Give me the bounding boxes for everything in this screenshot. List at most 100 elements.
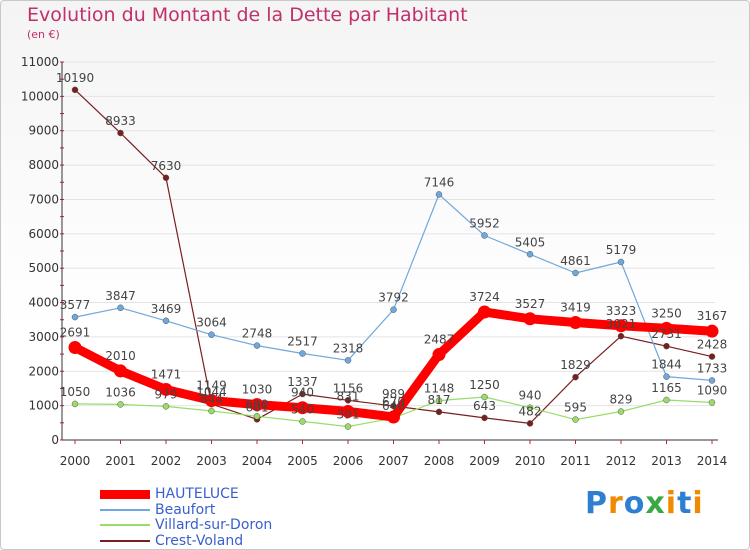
data-label: 829 <box>610 393 633 407</box>
y-tick-label: 0 <box>51 433 59 447</box>
data-point <box>208 407 215 415</box>
data-label: 3724 <box>469 290 500 304</box>
x-tick-label: 2014 <box>697 454 728 468</box>
data-point <box>660 321 673 335</box>
data-point <box>481 393 488 401</box>
data-label: 2010 <box>105 349 136 363</box>
chart-title: Evolution du Montant de la Dette par Hab… <box>27 4 468 26</box>
data-label: 1044 <box>196 385 227 399</box>
data-point <box>435 397 443 404</box>
y-tick-label: 3000 <box>28 330 59 344</box>
data-point <box>253 342 261 349</box>
proxiti-logo: Proxiti <box>585 486 704 521</box>
data-point <box>205 394 218 408</box>
data-point <box>523 312 537 326</box>
data-label: 3064 <box>196 316 227 330</box>
data-label: 3577 <box>60 298 91 312</box>
data-point <box>390 402 397 410</box>
x-tick-label: 2007 <box>378 454 409 468</box>
data-label: 5179 <box>606 243 637 257</box>
data-point <box>162 403 170 410</box>
data-label: 391 <box>337 408 360 422</box>
x-tick-label: 2012 <box>606 454 637 468</box>
y-tick-label: 6000 <box>28 227 59 241</box>
x-tick-label: 2010 <box>515 454 546 468</box>
x-tick-labels: 2000 2001 2002 2003 2004 2005 2006 2007 2008 2009… <box>60 454 728 468</box>
data-label: 1030 <box>242 383 273 397</box>
data-point <box>663 396 670 404</box>
legend-swatch <box>100 508 150 511</box>
data-label: 2731 <box>651 327 682 341</box>
data-point <box>526 251 534 258</box>
legend-swatch <box>100 490 150 499</box>
data-label: 1036 <box>105 385 136 399</box>
y-tick-label: 8000 <box>28 158 59 172</box>
data-point <box>481 414 488 422</box>
data-label: 1156 <box>333 381 364 395</box>
data-label: 1844 <box>651 358 682 372</box>
data-label: 2487 <box>424 333 455 347</box>
data-label: 1148 <box>424 382 455 396</box>
data-point <box>117 304 124 312</box>
data-point <box>250 398 264 412</box>
data-point <box>344 423 352 430</box>
y-tick-label: 4000 <box>28 296 59 310</box>
y-tick-label: 2000 <box>28 364 59 378</box>
data-point <box>71 400 79 408</box>
data-point <box>390 306 397 313</box>
legend-swatch <box>100 524 150 526</box>
data-point <box>569 316 582 330</box>
data-point <box>71 313 79 321</box>
data-label: 831 <box>337 389 360 403</box>
data-point <box>708 353 716 360</box>
legend-label: Crest-Voland <box>155 532 244 549</box>
data-point <box>253 413 261 420</box>
data-label: 1165 <box>651 381 682 395</box>
legend-label: Villard-sur-Doron <box>155 517 273 533</box>
data-label: 540 <box>291 402 314 416</box>
y-gridlines <box>63 61 715 407</box>
data-label: 3419 <box>560 301 591 315</box>
data-point <box>708 399 716 406</box>
data-label: 1149 <box>196 379 227 393</box>
data-label: 3167 <box>697 309 728 323</box>
data-label: 1733 <box>697 361 728 375</box>
data-label: 601 <box>246 400 269 414</box>
data-label: 3021 <box>606 317 637 331</box>
data-point <box>299 390 306 398</box>
data-point <box>617 258 625 266</box>
data-label: 8933 <box>105 114 136 128</box>
data-label: 1471 <box>151 367 182 381</box>
y-tick-label: 9000 <box>28 124 59 138</box>
chart-subtitle: (en €) <box>27 28 60 41</box>
data-label: 940 <box>291 386 314 400</box>
x-tick-label: 2001 <box>105 454 136 468</box>
data-label: 1829 <box>560 358 591 372</box>
value-labels: 10190 8933 7630 1044 601 1337 1156 989 817 643 482… <box>56 71 727 422</box>
data-point <box>572 269 579 277</box>
data-label: 817 <box>428 393 451 407</box>
x-tick-label: 2009 <box>469 454 500 468</box>
data-point <box>663 342 670 350</box>
data-label: 3847 <box>105 289 136 303</box>
x-tick-label: 2013 <box>651 454 682 468</box>
data-label: 2318 <box>333 341 364 355</box>
data-label: 979 <box>155 387 178 401</box>
x-tick-label: 2003 <box>196 454 227 468</box>
data-label: 5405 <box>515 235 546 249</box>
data-point <box>299 418 306 425</box>
data-label: 2428 <box>697 338 728 352</box>
data-point <box>162 317 170 325</box>
series-line-beaufort <box>74 193 713 381</box>
data-point <box>296 401 309 415</box>
axes <box>60 61 718 444</box>
data-label: 844 <box>200 392 223 406</box>
data-label: 4861 <box>560 254 591 268</box>
data-label: 2691 <box>60 326 91 340</box>
legend-label: HAUTELUCE <box>155 486 239 502</box>
data-label: 3323 <box>606 304 637 318</box>
data-point <box>526 420 534 427</box>
data-label: 2748 <box>242 327 273 341</box>
data-label: 482 <box>519 404 542 418</box>
